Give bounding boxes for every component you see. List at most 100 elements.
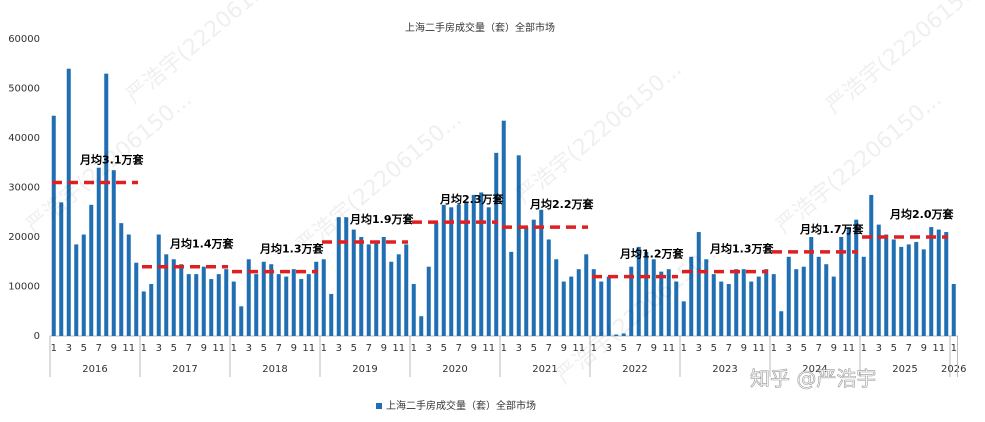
watermark: 严浩宇(22206150... [122, 0, 297, 109]
bar [134, 262, 139, 336]
bar [269, 264, 274, 336]
x-tick-label: 11 [212, 343, 225, 354]
bar [899, 246, 904, 336]
bar [644, 251, 649, 336]
bar [246, 259, 251, 336]
bar [576, 269, 581, 336]
credit: 知乎 @严浩宇 [750, 367, 876, 391]
x-tick-label: 11 [482, 343, 495, 354]
x-tick-label: 5 [801, 343, 807, 354]
x-tick-label: 11 [302, 343, 315, 354]
x-tick-label: 3 [426, 343, 432, 354]
x-tick-label: 11 [662, 343, 675, 354]
y-tick-label: 60000 [8, 34, 40, 45]
bar [359, 237, 364, 336]
legend-swatch [376, 403, 382, 409]
bar [494, 152, 499, 336]
bar [546, 239, 551, 336]
bar [891, 239, 896, 336]
bar [239, 306, 244, 336]
bar [951, 284, 956, 336]
x-tick-label: 7 [906, 343, 912, 354]
bar [704, 259, 709, 336]
bar [921, 249, 926, 336]
bar [764, 269, 769, 336]
bar [876, 224, 881, 336]
bar [306, 274, 311, 336]
bar [741, 269, 746, 336]
bar [321, 259, 326, 336]
x-tick-label: 3 [246, 343, 252, 354]
bar [584, 254, 589, 336]
bar [404, 244, 409, 336]
bar [606, 276, 611, 336]
bar [884, 234, 889, 336]
bar [651, 259, 656, 336]
x-tick-label: 5 [261, 343, 267, 354]
bar [636, 246, 641, 336]
x-tick-label: 11 [932, 343, 945, 354]
annotation: 月均2.3万套 [439, 192, 504, 206]
bar [749, 281, 754, 336]
x-tick-label: 1 [501, 343, 507, 354]
bar [711, 274, 716, 336]
bar [681, 301, 686, 336]
bar [276, 274, 281, 336]
bar [846, 227, 851, 336]
bar [156, 234, 161, 336]
bar [621, 333, 626, 336]
x-tick-label: 7 [186, 343, 192, 354]
bar [719, 281, 724, 336]
bar [126, 234, 131, 336]
year-label: 2020 [442, 364, 467, 375]
x-tick-label: 9 [111, 343, 117, 354]
bar [734, 269, 739, 336]
bar [284, 276, 289, 336]
year-label: 2016 [82, 364, 107, 375]
x-tick-label: 9 [651, 343, 657, 354]
annotation: 月均1.3万套 [709, 242, 774, 256]
legend-label: 上海二手房成交量（套）全部市场 [386, 399, 536, 412]
x-tick-label: 1 [321, 343, 327, 354]
bar [614, 334, 619, 336]
watermark: 严浩宇(22206150... [822, 0, 985, 119]
x-tick-label: 11 [842, 343, 855, 354]
x-tick-label: 5 [351, 343, 357, 354]
bar [111, 170, 116, 336]
y-tick-label: 0 [34, 331, 40, 342]
bar [434, 222, 439, 336]
y-tick-label: 10000 [8, 282, 40, 293]
x-tick-label: 5 [531, 343, 537, 354]
year-label: 2021 [532, 364, 557, 375]
bar [66, 68, 71, 336]
x-tick-label: 11 [122, 343, 135, 354]
x-tick-label: 11 [572, 343, 585, 354]
x-tick-label: 7 [96, 343, 102, 354]
bar [149, 284, 154, 336]
x-tick-label: 11 [392, 343, 405, 354]
year-label: 2018 [262, 364, 287, 375]
year-label: 2019 [352, 364, 377, 375]
bar [456, 204, 461, 336]
x-tick-label: 3 [516, 343, 522, 354]
bar [336, 217, 341, 336]
x-tick-label: 1 [681, 343, 687, 354]
bar [231, 281, 236, 336]
y-tick-label: 40000 [8, 133, 40, 144]
bar [464, 202, 469, 336]
bar [194, 274, 199, 336]
bar [396, 254, 401, 336]
bar [524, 227, 529, 336]
chart-title: 上海二手房成交量（套）全部市场 [405, 21, 555, 34]
bar [96, 167, 101, 336]
year-label: 2017 [172, 364, 197, 375]
bar [374, 241, 379, 336]
bar [666, 269, 671, 336]
bar [906, 244, 911, 336]
bar [801, 266, 806, 336]
x-tick-label: 3 [336, 343, 342, 354]
x-tick-label: 5 [891, 343, 897, 354]
bar [591, 269, 596, 336]
annotation: 月均1.7万套 [799, 222, 864, 236]
bar [794, 269, 799, 336]
